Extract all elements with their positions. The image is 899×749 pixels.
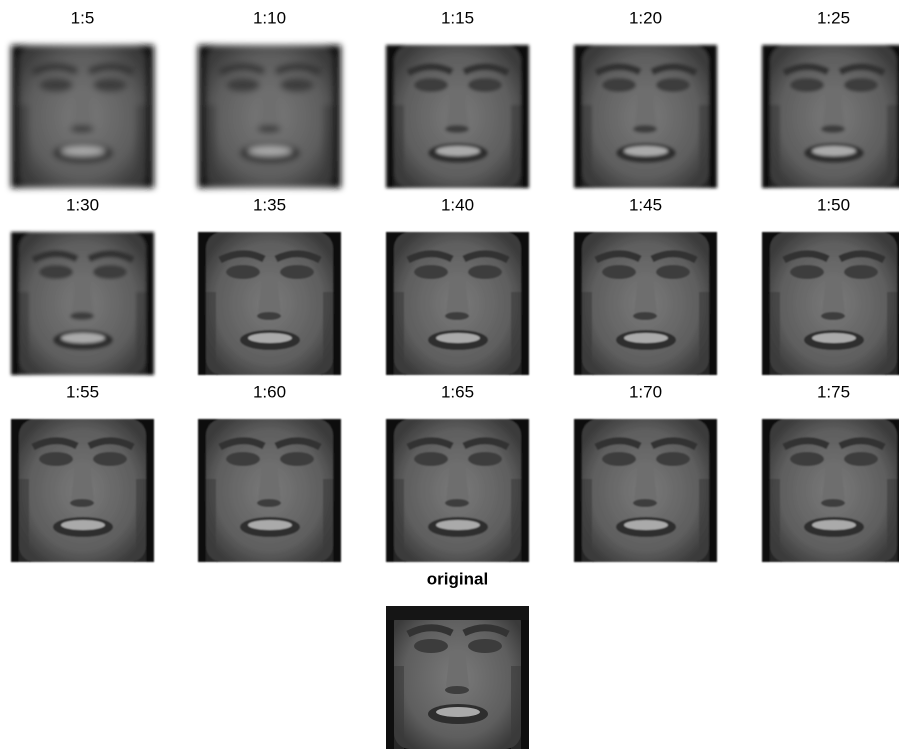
face-image [198,232,341,375]
face-image [386,45,529,188]
panel-title: 1:65 [441,382,474,401]
panel-title: 1:45 [629,195,662,214]
face-image [198,419,341,562]
panel-title: 1:30 [66,195,99,214]
page: 1:5 1:10 1:15 1:20 1:25 1:30 1:35 1:40 1:45 1:50 1… [0,0,899,749]
panel-title: 1:5 [71,8,95,27]
face-image [762,232,899,375]
panel-title: 1:20 [629,8,662,27]
original-hair [386,606,529,620]
panel-title: 1:35 [253,195,286,214]
original-title: original [427,569,488,588]
panel-title: 1:25 [817,8,850,27]
face-image [11,419,154,562]
face-image [574,45,717,188]
face-image [762,419,899,562]
panel-title: 1:75 [817,382,850,401]
figure: 1:5 1:10 1:15 1:20 1:25 1:30 1:35 1:40 1:45 1:50 1… [0,0,899,749]
original-image [386,606,529,749]
face-image [11,232,154,375]
panel-title: 1:60 [253,382,286,401]
face-image [198,45,341,188]
face-image [11,45,154,188]
panel-title: 1:70 [629,382,662,401]
panel-title: 1:55 [66,382,99,401]
panel-title: 1:15 [441,8,474,27]
face-image [574,419,717,562]
face-image [762,45,899,188]
face-image [386,232,529,375]
face-image [386,419,529,562]
panel-title: 1:50 [817,195,850,214]
face-image [574,232,717,375]
panel-title: 1:40 [441,195,474,214]
panel-title: 1:10 [253,8,286,27]
